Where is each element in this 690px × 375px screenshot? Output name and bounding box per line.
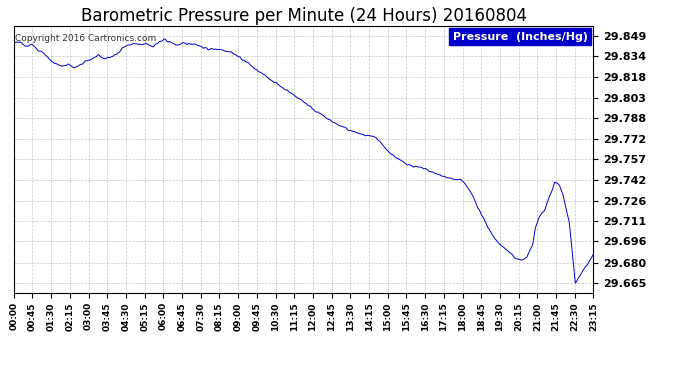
Text: Copyright 2016 Cartronics.com: Copyright 2016 Cartronics.com <box>15 34 156 43</box>
Title: Barometric Pressure per Minute (24 Hours) 20160804: Barometric Pressure per Minute (24 Hours… <box>81 7 526 25</box>
Text: Pressure  (Inches/Hg): Pressure (Inches/Hg) <box>453 32 588 42</box>
